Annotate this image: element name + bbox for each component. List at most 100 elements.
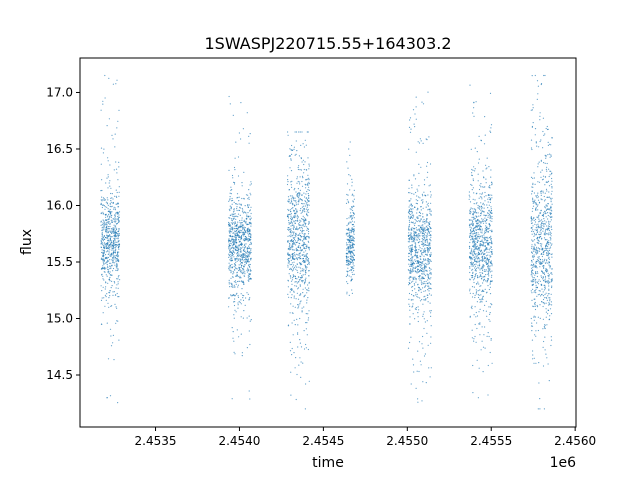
data-point	[542, 230, 544, 232]
data-point	[535, 234, 537, 236]
data-point	[539, 119, 541, 121]
data-point	[548, 319, 550, 321]
data-point	[233, 281, 235, 283]
data-point	[231, 276, 234, 278]
data-point	[480, 300, 482, 302]
data-point	[297, 234, 300, 236]
data-point	[349, 261, 351, 263]
data-point	[481, 256, 483, 258]
data-point	[242, 297, 244, 299]
data-point	[549, 231, 551, 233]
axes-frame	[79, 57, 577, 428]
data-point	[477, 240, 479, 242]
data-point	[534, 199, 536, 201]
data-point	[551, 190, 553, 192]
data-point	[480, 211, 482, 213]
data-point	[533, 250, 535, 252]
data-point	[299, 169, 301, 171]
data-point	[538, 220, 541, 222]
data-point	[537, 231, 539, 233]
data-point	[239, 301, 241, 304]
data-point	[477, 293, 479, 296]
data-point	[533, 254, 535, 256]
data-point	[301, 206, 303, 208]
data-point	[544, 279, 546, 281]
data-point	[472, 254, 474, 256]
data-point	[231, 203, 233, 205]
data-point	[102, 229, 104, 231]
data-point	[531, 148, 533, 151]
data-point	[118, 244, 121, 246]
data-point	[249, 215, 251, 217]
data-point	[534, 334, 536, 336]
data-point	[294, 236, 296, 239]
data-point	[427, 289, 429, 291]
data-point	[290, 200, 292, 202]
data-point	[479, 244, 481, 246]
data-point	[411, 222, 413, 224]
data-point	[234, 280, 237, 282]
data-point	[407, 347, 410, 349]
data-point	[112, 246, 115, 248]
data-point	[346, 273, 349, 275]
data-point	[534, 244, 536, 246]
data-point	[291, 216, 293, 219]
data-point	[424, 247, 426, 249]
data-point	[294, 306, 296, 308]
data-point	[242, 246, 244, 248]
data-point	[474, 296, 476, 299]
data-point	[303, 220, 305, 222]
data-point	[420, 265, 422, 267]
data-point	[301, 232, 303, 234]
data-point	[102, 103, 104, 105]
data-point	[531, 292, 533, 294]
data-point	[307, 174, 309, 176]
data-point	[299, 221, 301, 223]
data-point	[233, 250, 235, 252]
data-point	[547, 363, 549, 365]
data-point	[410, 221, 412, 223]
data-point	[308, 261, 310, 263]
data-point	[481, 235, 483, 237]
data-point	[415, 246, 417, 248]
data-point	[304, 273, 306, 276]
data-point	[478, 237, 480, 239]
data-point	[238, 259, 240, 261]
data-point	[425, 254, 427, 256]
data-point	[240, 272, 242, 274]
data-point	[476, 247, 478, 249]
data-point	[290, 267, 292, 269]
data-point	[291, 186, 293, 188]
data-point	[106, 125, 108, 127]
data-point	[249, 133, 251, 135]
data-point	[475, 229, 477, 231]
data-point	[349, 257, 351, 259]
data-point	[426, 273, 428, 275]
data-point	[414, 239, 416, 241]
data-point	[546, 259, 548, 261]
data-point	[233, 223, 236, 225]
data-point	[541, 262, 543, 264]
data-point	[473, 251, 475, 253]
data-point	[298, 276, 300, 278]
data-point	[243, 228, 246, 231]
data-point	[544, 207, 547, 209]
data-point	[550, 235, 552, 237]
data-point	[539, 295, 542, 297]
data-point	[107, 235, 109, 237]
data-point	[484, 253, 486, 255]
data-point	[294, 197, 296, 199]
data-point	[302, 270, 304, 272]
data-point	[112, 252, 114, 254]
data-point	[412, 285, 414, 288]
data-point	[422, 213, 424, 215]
data-point	[249, 398, 251, 400]
data-point	[479, 322, 481, 324]
data-point	[412, 214, 415, 216]
data-point	[294, 214, 296, 216]
data-point	[411, 306, 413, 308]
data-point	[345, 259, 347, 262]
data-point	[102, 265, 104, 267]
data-point	[471, 168, 473, 171]
data-point	[113, 236, 115, 238]
